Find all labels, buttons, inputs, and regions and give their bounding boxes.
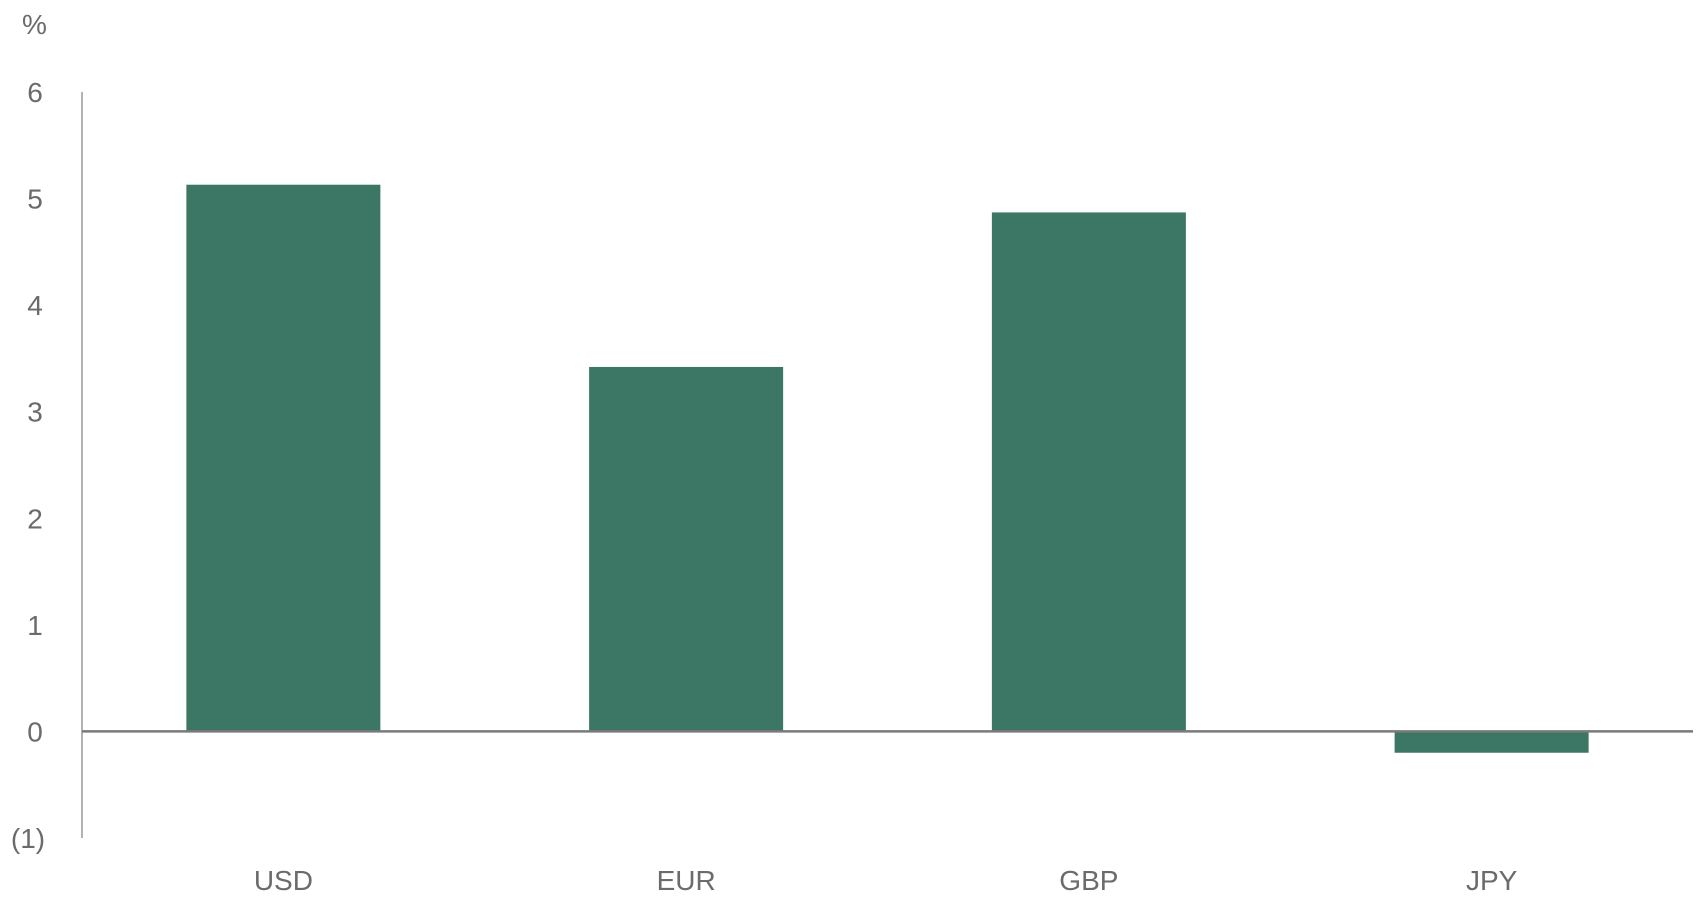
x-tick-label-jpy: JPY bbox=[1466, 865, 1518, 896]
y-tick-label: 4 bbox=[27, 290, 43, 321]
x-tick-label-gbp: GBP bbox=[1059, 865, 1118, 896]
bar-gbp bbox=[991, 212, 1186, 732]
bars bbox=[186, 184, 1589, 753]
y-tick-labels: 6 5 4 3 2 1 0 (1) bbox=[11, 77, 45, 854]
y-tick-label: 0 bbox=[27, 716, 43, 747]
x-tick-labels: USD EUR GBP JPY bbox=[254, 865, 1518, 896]
bar-usd bbox=[186, 184, 381, 732]
y-tick-label: (1) bbox=[11, 823, 45, 854]
y-tick-label: 1 bbox=[27, 610, 43, 641]
x-tick-label-usd: USD bbox=[254, 865, 313, 896]
bar-eur bbox=[589, 366, 784, 732]
y-tick-label: 5 bbox=[27, 184, 43, 215]
x-tick-label-eur: EUR bbox=[657, 865, 716, 896]
bar-jpy bbox=[1394, 731, 1589, 753]
y-tick-label: 3 bbox=[27, 397, 43, 428]
y-tick-label: 6 bbox=[27, 77, 43, 108]
y-tick-label: 2 bbox=[27, 503, 43, 534]
y-axis-unit-label: % bbox=[22, 9, 47, 40]
